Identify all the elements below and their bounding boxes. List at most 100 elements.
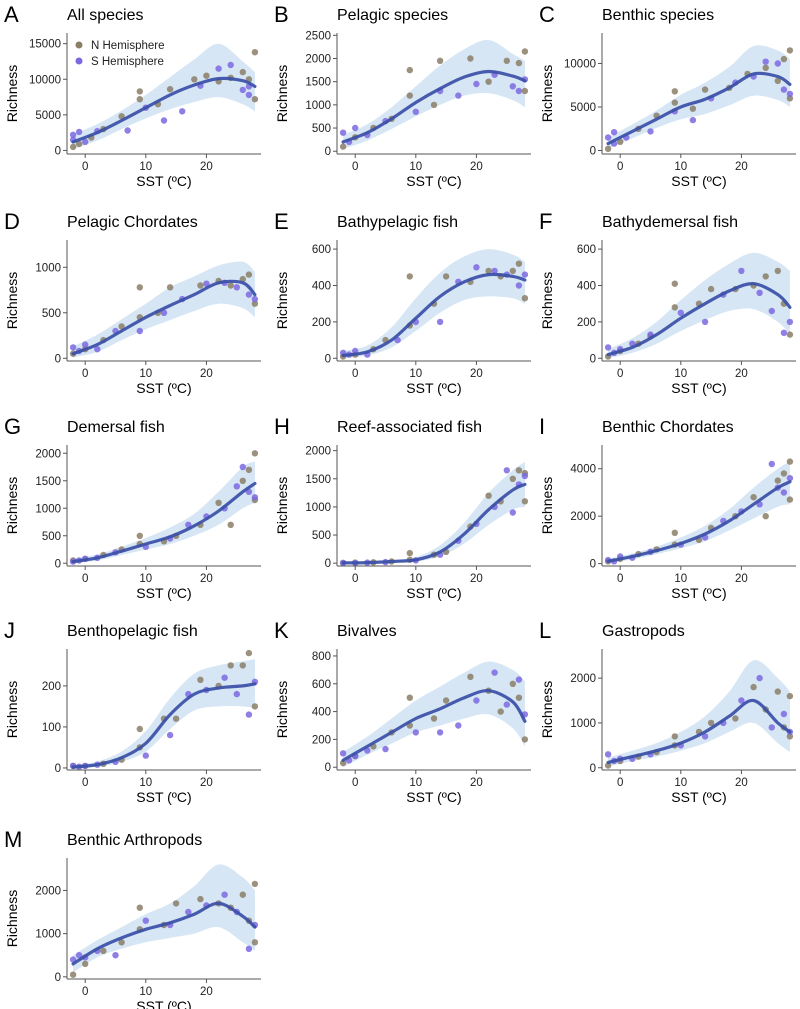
s-hemisphere-point [786, 90, 794, 98]
panel-letter: D [4, 209, 20, 234]
s-hemisphere-point [455, 92, 462, 99]
n-hemisphere-point [786, 458, 794, 465]
s-hemisphere-point [509, 83, 516, 90]
y-tick-label: 400 [577, 280, 596, 292]
y-tick-label: 1000 [570, 718, 596, 730]
s-hemisphere-point [515, 87, 523, 95]
s-hemisphere-point [142, 917, 149, 924]
s-hemisphere-point [82, 138, 89, 146]
y-tick-label: 200 [312, 317, 331, 329]
s-hemisphere-point [768, 307, 775, 315]
n-hemisphere-point [701, 86, 709, 93]
n-hemisphere-point [786, 692, 794, 700]
x-tick-label: 20 [200, 573, 213, 585]
panel-m: M Benthic Arthropods 0 10 20 0 1000 2000 SST (ºC… [4, 827, 261, 1009]
s-hemisphere-point [473, 264, 480, 271]
x-axis-label: SST (ºC) [136, 998, 191, 1009]
y-tick-label: 10000 [29, 74, 61, 86]
s-hemisphere-point [215, 65, 222, 72]
y-axis-label: Richness [539, 65, 555, 123]
n-hemisphere-point [786, 733, 794, 740]
x-tick-label: 20 [470, 161, 483, 173]
n-hemisphere-point [671, 529, 678, 536]
n-hemisphere-point [227, 662, 234, 669]
n-hemisphere-point [671, 304, 678, 311]
x-tick-label: 0 [617, 368, 623, 380]
n-hemisphere-point [671, 733, 678, 740]
n-hemisphere-point [136, 88, 143, 95]
n-hemisphere-point [774, 77, 781, 85]
n-hemisphere-point [774, 267, 781, 275]
s-hemisphere-point [701, 733, 709, 740]
y-axis-label: Richness [274, 272, 290, 330]
s-hemisphere-point [786, 475, 794, 482]
s-hemisphere-point [780, 329, 788, 336]
panel-g: G Demersal fish 0 10 20 0 500 1000 1500 2000 SST (… [4, 414, 261, 601]
s-hemisphere-point [786, 318, 794, 326]
s-hemisphere-point [124, 127, 131, 134]
n-hemisphere-point [786, 95, 794, 102]
s-hemisphere-point [412, 108, 419, 116]
n-hemisphere-point [69, 143, 77, 151]
y-tick-label: 2000 [305, 53, 331, 65]
s-hemisphere-point [233, 483, 240, 490]
n-hemisphere-point [762, 513, 769, 520]
x-tick-label: 0 [352, 573, 358, 585]
y-tick-label: 500 [42, 531, 61, 543]
panel-c: C Benthic species 0 10 20 0 5000 10000 SST (ºC) R… [539, 2, 796, 189]
n-hemisphere-point [750, 494, 757, 501]
x-tick-label: 20 [735, 368, 748, 380]
y-tick-label: 10000 [564, 58, 596, 70]
n-hemisphere-point [136, 96, 143, 103]
s-hemisphere-point [436, 729, 444, 736]
s-hemisphere-point [515, 282, 523, 289]
n-hemisphere-point [172, 900, 180, 907]
legend-s-marker [75, 57, 83, 65]
n-hemisphere-point [774, 688, 781, 695]
n-hemisphere-point [251, 939, 259, 946]
panel-title: Benthic Chordates [602, 419, 734, 436]
n-hemisphere-point [406, 66, 413, 74]
fit-curve [71, 481, 257, 564]
s-hemisphere-point [436, 318, 444, 326]
panel-title: Benthic Arthropods [67, 832, 202, 849]
s-hemisphere-point [768, 460, 775, 468]
s-hemisphere-point [82, 341, 89, 348]
n-hemisphere-point [750, 683, 757, 691]
y-tick-label: 500 [312, 123, 331, 135]
n-hemisphere-point [245, 649, 253, 657]
n-hemisphere-point [239, 68, 246, 76]
s-hemisphere-point [339, 129, 347, 136]
s-hemisphere-point [136, 327, 143, 335]
x-tick-label: 10 [409, 368, 422, 380]
y-tick-label: 5000 [35, 110, 61, 122]
s-hemisphere-point [142, 752, 149, 759]
x-tick-label: 20 [470, 368, 483, 380]
n-hemisphere-point [762, 273, 769, 280]
y-axis-label: Richness [4, 477, 20, 535]
y-tick-label: 0 [55, 558, 61, 570]
n-hemisphere-point [82, 960, 89, 968]
s-hemisphere-point [503, 701, 510, 708]
confidence-band [73, 864, 255, 973]
legend: N Hemisphere S Hemisphere [75, 40, 165, 68]
x-tick-label: 20 [470, 777, 483, 789]
s-hemisphere-point [491, 669, 498, 676]
legend-n-marker [75, 41, 83, 49]
s-hemisphere-point [245, 945, 253, 952]
n-hemisphere-point [442, 273, 450, 280]
n-hemisphere-point [617, 138, 624, 145]
y-tick-label: 0 [55, 353, 61, 365]
panel-title: Bathypelagic fish [337, 214, 458, 231]
x-axis-label: SST (ºC) [406, 380, 461, 396]
panel-h: H Reef-associated fish 0 10 20 0 500 1000 1500 20… [274, 414, 531, 601]
x-tick-label: 10 [139, 368, 152, 380]
x-tick-label: 0 [82, 777, 88, 789]
x-axis-label: SST (ºC) [136, 173, 191, 189]
y-tick-label: 2000 [570, 673, 596, 685]
n-hemisphere-point [227, 521, 234, 528]
n-hemisphere-point [707, 285, 715, 293]
y-tick-label: 0 [325, 353, 331, 365]
y-tick-label: 200 [577, 317, 596, 329]
